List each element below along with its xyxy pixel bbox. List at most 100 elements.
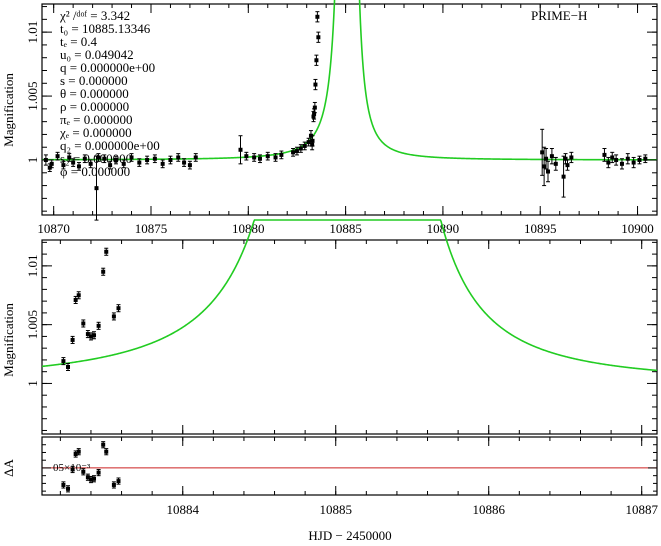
top-model-curve	[42, 0, 657, 161]
residual-ytick-label: 05×10⁻³	[53, 462, 91, 474]
top-data-point	[553, 156, 558, 171]
top-xtick-label: 10895	[524, 221, 557, 236]
fit-chie: χₑ = 0.000000	[59, 125, 132, 140]
top-data-point	[121, 159, 126, 169]
top-data-point	[302, 141, 307, 151]
top-data-point	[160, 159, 165, 169]
residual-data-point	[81, 468, 86, 476]
residual-data-point	[116, 477, 121, 485]
zoom-data-point	[104, 247, 109, 256]
fit-rho: ρ = 0.000000	[60, 99, 129, 114]
top-data-point	[71, 158, 76, 167]
top-data-point	[544, 148, 549, 170]
zoom-data-point	[66, 362, 71, 372]
top-data-point	[182, 158, 187, 167]
top-data-point	[265, 151, 270, 161]
top-xtick-label: 10880	[232, 221, 265, 236]
top-data-point	[314, 54, 319, 66]
top-data-point	[108, 160, 113, 170]
top-xtick-label: 10870	[37, 221, 70, 236]
top-data-point	[614, 154, 619, 166]
top-data-point	[55, 151, 60, 161]
top-data-point	[176, 153, 181, 162]
top-data-point	[610, 151, 615, 164]
top-panel-frame	[41, 3, 658, 216]
fit-chi2: χ² /ᵈᵒᶠ = 3.342	[59, 8, 130, 23]
top-data-point	[563, 153, 568, 165]
zoom-data-point	[61, 357, 66, 366]
top-xtick-label: 10885	[329, 221, 362, 236]
residual-data-point	[101, 441, 106, 449]
top-data-point	[569, 151, 574, 164]
top-data-point	[546, 160, 551, 183]
top-data-point	[244, 151, 249, 161]
top-data-point	[76, 162, 81, 171]
zoom-ytick-label: 1	[25, 380, 40, 387]
residual-data-point	[104, 448, 109, 456]
zoom-data-point	[88, 332, 93, 341]
zoom-ytick-label: 1.01	[25, 254, 40, 277]
top-data-point	[637, 155, 642, 165]
top-data-point	[113, 155, 118, 165]
fit-s2: s₂ = 0.000000	[60, 151, 132, 166]
top-data-point	[619, 158, 624, 170]
fit-s: s = 0.000000	[60, 73, 128, 88]
residual-data-point	[88, 475, 93, 484]
zoom-data-point	[73, 295, 78, 304]
top-data-point	[313, 78, 318, 91]
fit-u0: u₀ = 0.049042	[60, 47, 134, 62]
residual-xtick-label: 10887	[625, 502, 658, 517]
zoom-data-point	[76, 291, 81, 300]
top-data-point	[187, 160, 192, 170]
zoom-model-curve	[41, 219, 658, 372]
zoom-data-point	[96, 321, 101, 330]
top-data-point	[312, 101, 317, 114]
fit-parameters: χ² /ᵈᵒᶠ = 3.342 t₀ = 10885.13346 tₑ = 0.…	[59, 8, 160, 179]
top-data-point	[168, 155, 173, 165]
top-data-point	[96, 153, 101, 162]
top-data-point	[88, 159, 93, 169]
top-data-point	[152, 154, 157, 164]
top-ytick-label: 1.005	[25, 81, 40, 110]
zoom-ytick-label: 1.005	[25, 310, 40, 339]
top-data-point	[316, 31, 321, 43]
top-data-point	[306, 137, 311, 147]
top-data-point	[643, 154, 648, 164]
top-data-point	[129, 153, 134, 162]
top-data-point	[273, 153, 278, 162]
zoom-data-point	[116, 304, 121, 313]
fit-q: q = 0.000000e+00	[60, 60, 155, 75]
top-data-point	[257, 154, 262, 164]
top-data-point	[279, 150, 284, 160]
residual-y-axis-label: ΔA	[1, 459, 16, 477]
top-data-point	[298, 144, 303, 153]
residual-data-point	[96, 468, 101, 477]
top-data-point	[193, 153, 198, 162]
top-ytick-label: 1	[25, 157, 40, 164]
top-data-point	[145, 155, 150, 165]
zoom-data-point	[111, 312, 116, 321]
zoom-data-point	[101, 267, 106, 276]
top-data-point	[310, 135, 315, 147]
top-data-point	[294, 146, 299, 156]
residual-data-point	[61, 481, 66, 489]
fit-q2: q₂ = 0.000000e+00	[60, 138, 160, 153]
top-data-point	[61, 160, 66, 170]
fit-theta: θ = 0.000000	[60, 86, 129, 101]
top-data-point	[631, 156, 636, 169]
top-data-point	[561, 155, 566, 198]
fit-t0: t₀ = 10885.13346	[60, 21, 151, 36]
x-axis-label: HJD − 2450000	[308, 528, 391, 543]
top-data-point	[67, 153, 72, 162]
top-data-point	[540, 128, 545, 176]
top-data-point	[315, 11, 320, 23]
fit-pie: πₑ = 0.000000	[60, 112, 132, 127]
top-data-point	[542, 146, 547, 187]
zoom-data-point	[92, 331, 97, 340]
fit-te: tₑ = 0.4	[60, 34, 98, 49]
top-data-point	[102, 154, 107, 164]
zoom-y-axis-label: Magnification	[1, 303, 16, 377]
residual-data-point	[76, 448, 81, 456]
top-data-point	[252, 153, 257, 162]
